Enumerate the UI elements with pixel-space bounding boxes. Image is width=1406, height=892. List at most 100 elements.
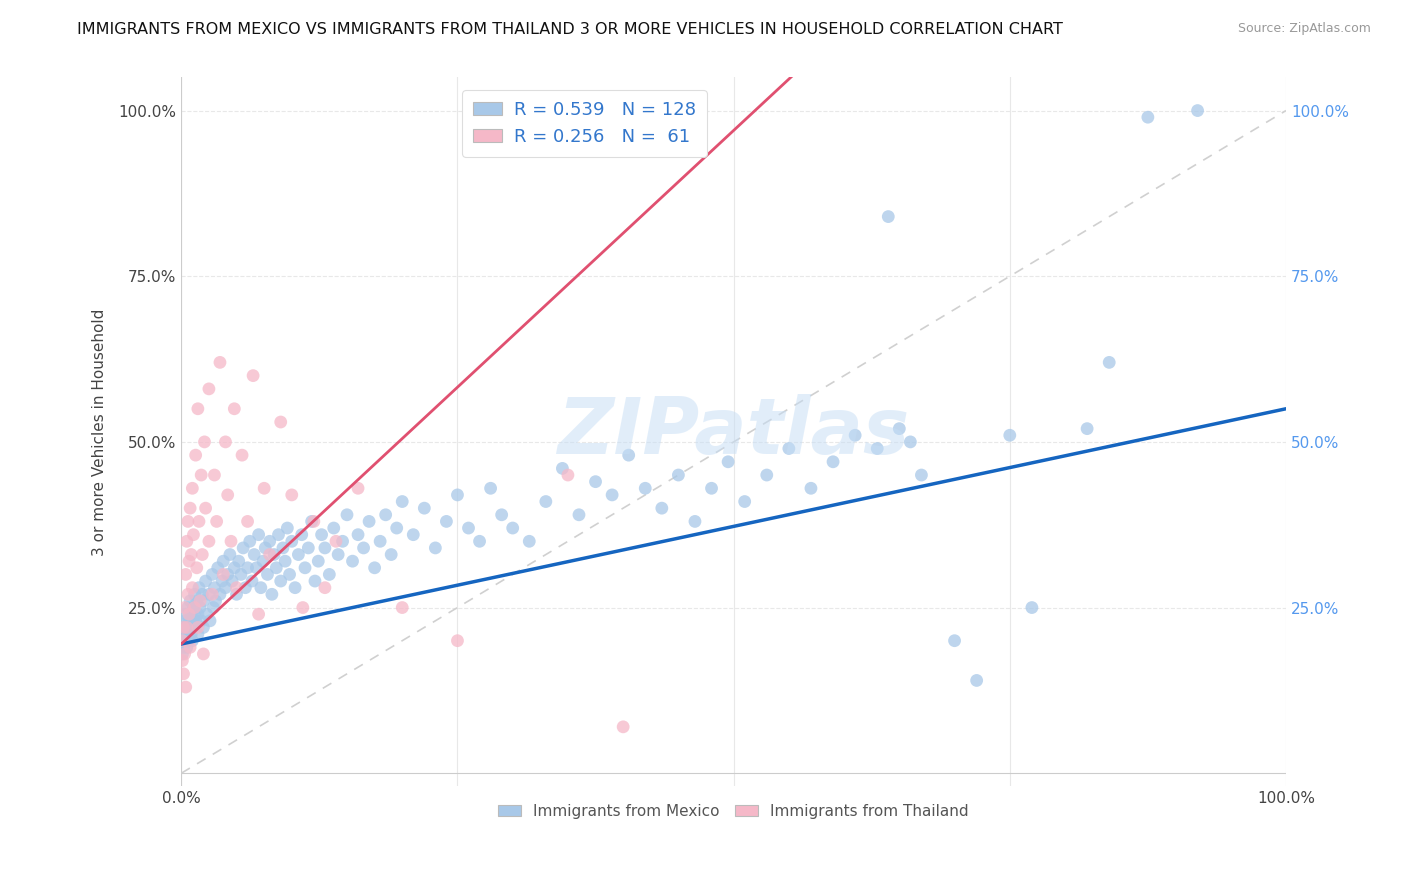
Point: [225, 587, 247, 601]
Point: [551, 461, 574, 475]
Point: [214, 581, 236, 595]
Point: [479, 481, 502, 495]
Point: [734, 494, 756, 508]
Point: [778, 442, 800, 456]
Point: [259, 548, 281, 562]
Point: [177, 600, 200, 615]
Point: [194, 574, 217, 588]
Point: [402, 527, 425, 541]
Point: [176, 534, 198, 549]
Point: [184, 614, 207, 628]
Point: [1136, 110, 1159, 124]
Point: [174, 633, 197, 648]
Y-axis label: 3 or more Vehicles in Household: 3 or more Vehicles in Household: [93, 309, 107, 556]
Point: [247, 527, 270, 541]
Point: [436, 515, 458, 529]
Point: [385, 521, 408, 535]
Point: [188, 515, 211, 529]
Point: [328, 548, 350, 562]
Point: [274, 554, 297, 568]
Text: IMMIGRANTS FROM MEXICO VS IMMIGRANTS FROM THAILAND 3 OR MORE VEHICLES IN HOUSEHO: IMMIGRANTS FROM MEXICO VS IMMIGRANTS FRO…: [77, 22, 1063, 37]
Point: [183, 620, 205, 634]
Point: [998, 428, 1021, 442]
Point: [898, 434, 921, 449]
Point: [198, 534, 221, 549]
Point: [183, 527, 205, 541]
Point: [502, 521, 524, 535]
Text: ZIPatlas: ZIPatlas: [558, 394, 910, 470]
Point: [342, 554, 364, 568]
Point: [534, 494, 557, 508]
Point: [966, 673, 988, 688]
Point: [301, 515, 323, 529]
Point: [260, 587, 283, 601]
Point: [176, 620, 198, 634]
Point: [304, 574, 326, 588]
Point: [231, 448, 253, 462]
Point: [172, 633, 194, 648]
Point: [270, 574, 292, 588]
Point: [468, 534, 491, 549]
Point: [183, 600, 205, 615]
Point: [245, 561, 267, 575]
Point: [173, 620, 195, 634]
Point: [173, 600, 195, 615]
Point: [186, 594, 208, 608]
Point: [267, 527, 290, 541]
Point: [193, 434, 215, 449]
Point: [202, 600, 225, 615]
Point: [173, 620, 195, 634]
Point: [943, 633, 966, 648]
Point: [291, 527, 314, 541]
Point: [634, 481, 657, 495]
Point: [174, 680, 197, 694]
Legend: Immigrants from Mexico, Immigrants from Thailand: Immigrants from Mexico, Immigrants from …: [492, 797, 976, 825]
Point: [229, 567, 252, 582]
Point: [271, 541, 294, 555]
Point: [457, 521, 479, 535]
Point: [187, 627, 209, 641]
Point: [380, 548, 402, 562]
Point: [219, 548, 242, 562]
Point: [557, 468, 579, 483]
Point: [176, 640, 198, 655]
Point: [174, 607, 197, 622]
Point: [332, 534, 354, 549]
Point: [612, 720, 634, 734]
Point: [700, 481, 723, 495]
Point: [336, 508, 359, 522]
Point: [208, 587, 231, 601]
Point: [446, 488, 468, 502]
Point: [188, 581, 211, 595]
Point: [446, 633, 468, 648]
Point: [186, 561, 208, 575]
Point: [198, 587, 221, 601]
Point: [1187, 103, 1209, 118]
Point: [193, 620, 215, 634]
Point: [374, 508, 396, 522]
Point: [889, 422, 911, 436]
Point: [278, 567, 301, 582]
Point: [240, 574, 263, 588]
Point: [263, 548, 285, 562]
Point: [193, 647, 215, 661]
Point: [668, 468, 690, 483]
Point: [194, 501, 217, 516]
Point: [243, 548, 266, 562]
Point: [204, 594, 226, 608]
Point: [232, 541, 254, 555]
Point: [207, 561, 229, 575]
Point: [353, 541, 375, 555]
Point: [363, 561, 385, 575]
Point: [517, 534, 540, 549]
Point: [1021, 600, 1043, 615]
Point: [177, 614, 200, 628]
Point: [585, 475, 607, 489]
Point: [191, 587, 214, 601]
Point: [318, 567, 340, 582]
Point: [180, 627, 202, 641]
Point: [217, 488, 239, 502]
Point: [191, 548, 214, 562]
Point: [180, 607, 202, 622]
Point: [252, 554, 274, 568]
